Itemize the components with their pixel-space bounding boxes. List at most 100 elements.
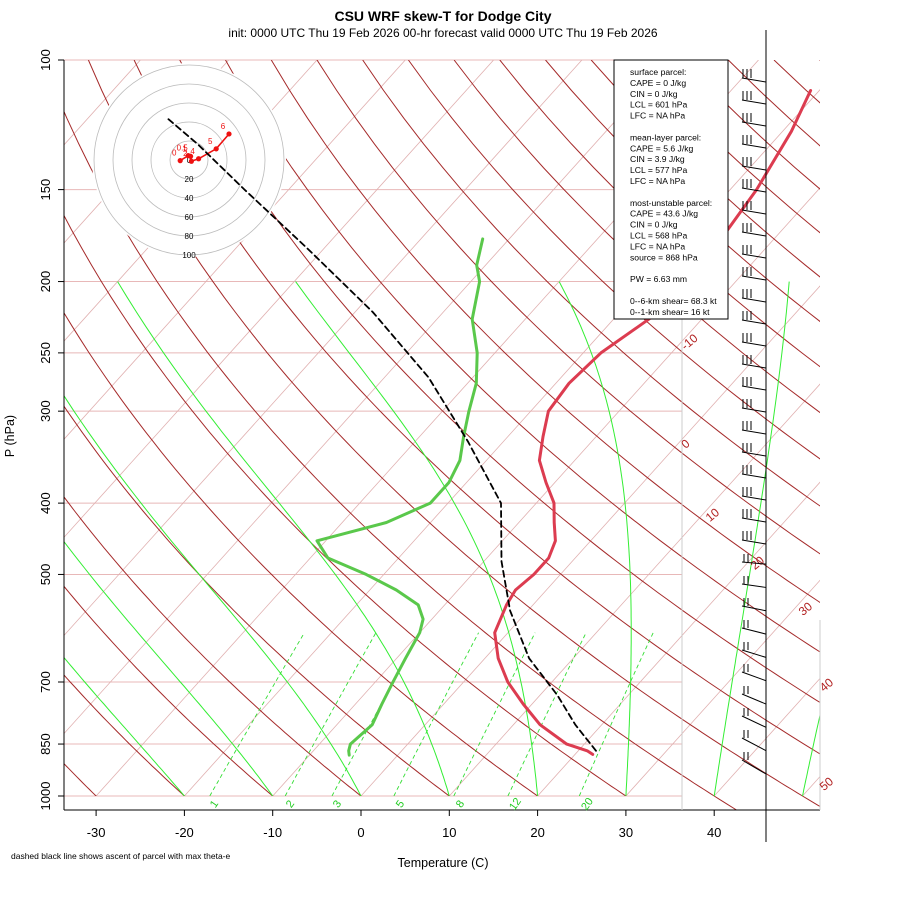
y-tick-label: 150 bbox=[38, 179, 53, 201]
wind-barb bbox=[741, 642, 767, 658]
x-tick-label: 10 bbox=[442, 825, 456, 840]
moist-adiabat-line bbox=[558, 281, 632, 797]
mixing-ratio-line bbox=[284, 632, 377, 797]
hodograph-ring-label: 20 bbox=[185, 175, 194, 184]
moist-adiabat-line bbox=[713, 281, 790, 797]
info-line: LFC = NA hPa bbox=[630, 241, 685, 251]
dry-adiabat-line bbox=[270, 60, 820, 810]
x-tick-label: 0 bbox=[357, 825, 364, 840]
wind-barb bbox=[741, 421, 767, 435]
mixing-ratio-line bbox=[578, 632, 654, 797]
wind-barb bbox=[741, 664, 767, 682]
moist-adiabat-line bbox=[117, 281, 450, 797]
y-tick-label: 850 bbox=[38, 733, 53, 755]
info-line: PW = 6.63 mm bbox=[630, 274, 687, 284]
x-tick-label: -10 bbox=[263, 825, 282, 840]
y-tick-label: 250 bbox=[38, 342, 53, 364]
hodograph-point-label: 6 bbox=[221, 122, 226, 131]
info-line: 0--1-km shear= 16 kt bbox=[630, 307, 710, 317]
dry-adiabat-line bbox=[64, 60, 561, 810]
chart-title: CSU WRF skew-T for Dodge City bbox=[334, 8, 551, 24]
dry-adiabat-line bbox=[453, 60, 820, 810]
mixing-ratio-label: 1 bbox=[208, 798, 221, 810]
dry-adiabat-label: 0 bbox=[678, 436, 692, 451]
hodograph-ring bbox=[112, 83, 266, 237]
dry-adiabat-line bbox=[133, 60, 820, 810]
footnote: dashed black line shows ascent of parcel… bbox=[11, 851, 231, 861]
dry-adiabat-line bbox=[407, 60, 820, 810]
wind-barb bbox=[741, 223, 767, 237]
moist-adiabat-line bbox=[802, 281, 820, 797]
info-line: 0--6-km shear= 68.3 kt bbox=[630, 296, 717, 306]
mixing-ratio-line bbox=[453, 632, 536, 797]
y-tick-label: 400 bbox=[38, 492, 53, 514]
dewpoint-trace bbox=[315, 237, 485, 757]
wind-barb bbox=[741, 576, 767, 588]
parcel-trace bbox=[166, 117, 597, 752]
mixing-ratio-lines bbox=[209, 632, 654, 797]
isotherm-line bbox=[64, 60, 406, 797]
x-tick-label: 40 bbox=[707, 825, 721, 840]
dry-adiabat-label: 10 bbox=[703, 505, 722, 525]
dry-adiabat-line bbox=[362, 60, 820, 810]
wind-barb bbox=[741, 509, 767, 523]
wind-barb bbox=[741, 91, 767, 105]
info-line: CAPE = 0 J/kg bbox=[630, 78, 686, 88]
dry-adiabat-line bbox=[64, 60, 471, 810]
x-tick-label: -30 bbox=[87, 825, 106, 840]
mixing-ratio-label: 2 bbox=[284, 798, 297, 810]
dry-adiabat-line bbox=[64, 60, 740, 810]
dry-adiabat-line bbox=[316, 60, 820, 810]
hodograph-point bbox=[213, 146, 219, 152]
wind-barb bbox=[741, 487, 767, 501]
moist-adiabat-line bbox=[64, 281, 362, 797]
wind-barb bbox=[741, 598, 767, 612]
mixing-ratio-label: 3 bbox=[331, 798, 344, 810]
hodograph-point-label: 4 bbox=[190, 147, 195, 156]
info-line: source = 868 hPa bbox=[630, 252, 698, 262]
info-line: CAPE = 5.6 J/kg bbox=[630, 143, 694, 153]
hodograph-ring-label: 40 bbox=[185, 194, 194, 203]
hodograph-point-label: 0 bbox=[172, 149, 177, 158]
dry-adiabat-line bbox=[773, 60, 820, 810]
isotherm-line bbox=[64, 60, 583, 797]
info-line: LFC = NA hPa bbox=[630, 176, 685, 186]
wind-barb bbox=[741, 686, 767, 705]
x-tick-label: -20 bbox=[175, 825, 194, 840]
wind-barb bbox=[741, 554, 767, 565]
wind-barb bbox=[741, 465, 767, 479]
mixing-ratio-label: 12 bbox=[507, 796, 524, 813]
y-tick-label: 200 bbox=[38, 271, 53, 293]
y-tick-label: 700 bbox=[38, 671, 53, 693]
x-tick-label: 20 bbox=[530, 825, 544, 840]
wind-barb bbox=[741, 531, 767, 545]
wind-barb bbox=[741, 289, 767, 303]
wind-barb bbox=[741, 311, 767, 325]
hodograph-point bbox=[196, 156, 202, 162]
hodograph-point bbox=[188, 158, 194, 164]
dry-adiabat-line bbox=[64, 60, 650, 810]
wind-barb bbox=[741, 113, 767, 127]
hodograph-point bbox=[177, 158, 183, 164]
chart-subtitle: init: 0000 UTC Thu 19 Feb 2026 00-hr for… bbox=[228, 26, 657, 40]
wind-barb bbox=[741, 69, 767, 83]
info-line: CIN = 0 J/kg bbox=[630, 220, 678, 230]
info-line: CAPE = 43.6 J/kg bbox=[630, 209, 698, 219]
isotherm-line bbox=[713, 60, 820, 797]
wind-barb bbox=[741, 179, 767, 193]
wind-barb bbox=[741, 333, 767, 347]
wind-barb bbox=[741, 399, 767, 413]
isotherm-line bbox=[360, 60, 820, 797]
info-line: LCL = 568 hPa bbox=[630, 231, 687, 241]
moist-adiabat-line bbox=[64, 281, 185, 797]
dry-adiabat-line bbox=[819, 60, 820, 810]
isotherm-line bbox=[64, 60, 494, 797]
moist-adiabat-line bbox=[295, 281, 539, 797]
hodograph-point bbox=[226, 131, 232, 137]
hodograph-ring bbox=[150, 121, 228, 199]
wind-barb bbox=[741, 708, 767, 728]
